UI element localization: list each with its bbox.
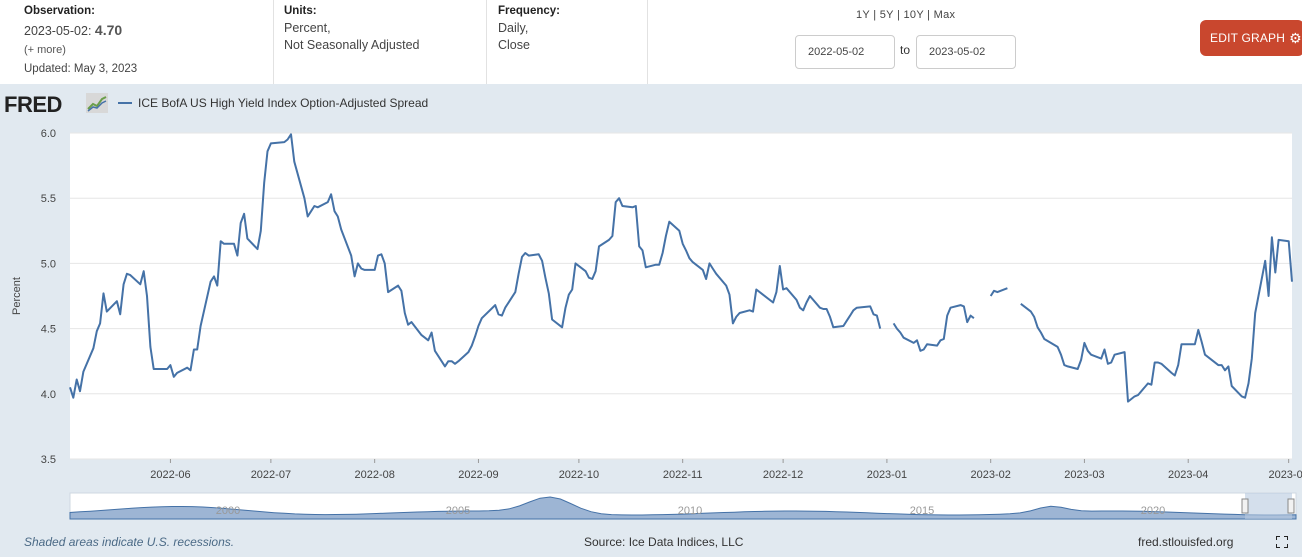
units-line-1: Percent,	[284, 21, 331, 35]
observation-line: 2023-05-02: 4.70	[24, 22, 264, 40]
units-block: Units: Percent, Not Seasonally Adjusted	[284, 3, 484, 87]
frequency-label: Frequency:	[498, 5, 560, 17]
range-separator: |	[927, 9, 931, 21]
units-label: Units:	[284, 5, 317, 17]
chart-title: ICE BofA US High Yield Index Option-Adju…	[138, 96, 429, 110]
gear-icon: ⚙	[1289, 29, 1302, 46]
fullscreen-icon[interactable]	[1276, 536, 1288, 548]
chart-area	[0, 84, 1302, 557]
source-note: Source: Ice Data Indices, LLC	[584, 535, 744, 549]
more-link[interactable]: (+ more)	[24, 44, 66, 56]
end-date-input[interactable]	[916, 35, 1016, 69]
observation-value: 4.70	[94, 22, 123, 38]
fred-logo-text: FRED	[4, 92, 62, 117]
range-1y[interactable]: 1Y	[856, 9, 870, 21]
units-line-2: Not Seasonally Adjusted	[284, 38, 420, 52]
site-link[interactable]: fred.stlouisfed.org	[1138, 535, 1234, 549]
updated-text: Updated: May 3, 2023	[24, 63, 138, 75]
range-max[interactable]: Max	[933, 9, 956, 21]
frequency-block: Frequency: Daily, Close	[498, 3, 638, 87]
range-10y[interactable]: 10Y	[903, 9, 924, 21]
edit-graph-button[interactable]: EDIT GRAPH ⚙	[1200, 20, 1302, 56]
fred-logo[interactable]: FRED	[4, 92, 62, 118]
range-separator: |	[896, 9, 901, 21]
edit-graph-label: EDIT GRAPH	[1210, 31, 1286, 45]
observation-block: Observation: 2023-05-02: 4.70 (+ more) U…	[24, 3, 264, 87]
to-label: to	[900, 43, 911, 57]
divider	[486, 0, 487, 84]
observation-date: 2023-05-02:	[24, 24, 92, 38]
observation-label: Observation:	[24, 5, 95, 17]
range-5y[interactable]: 5Y	[879, 9, 894, 21]
divider	[273, 0, 274, 84]
range-separator: |	[873, 9, 877, 21]
chart-legend: ICE BofA US High Yield Index Option-Adju…	[118, 96, 428, 110]
chart-line-icon	[86, 93, 108, 113]
frequency-line-2: Close	[498, 38, 530, 52]
start-date-input[interactable]	[795, 35, 895, 69]
header-bar: Observation: 2023-05-02: 4.70 (+ more) U…	[0, 0, 1302, 84]
legend-swatch	[118, 102, 132, 104]
recession-note: Shaded areas indicate U.S. recessions.	[24, 535, 235, 549]
divider	[647, 0, 648, 84]
frequency-line-1: Daily,	[498, 21, 529, 35]
range-links: 1Y | 5Y | 10Y | Max	[856, 9, 955, 21]
